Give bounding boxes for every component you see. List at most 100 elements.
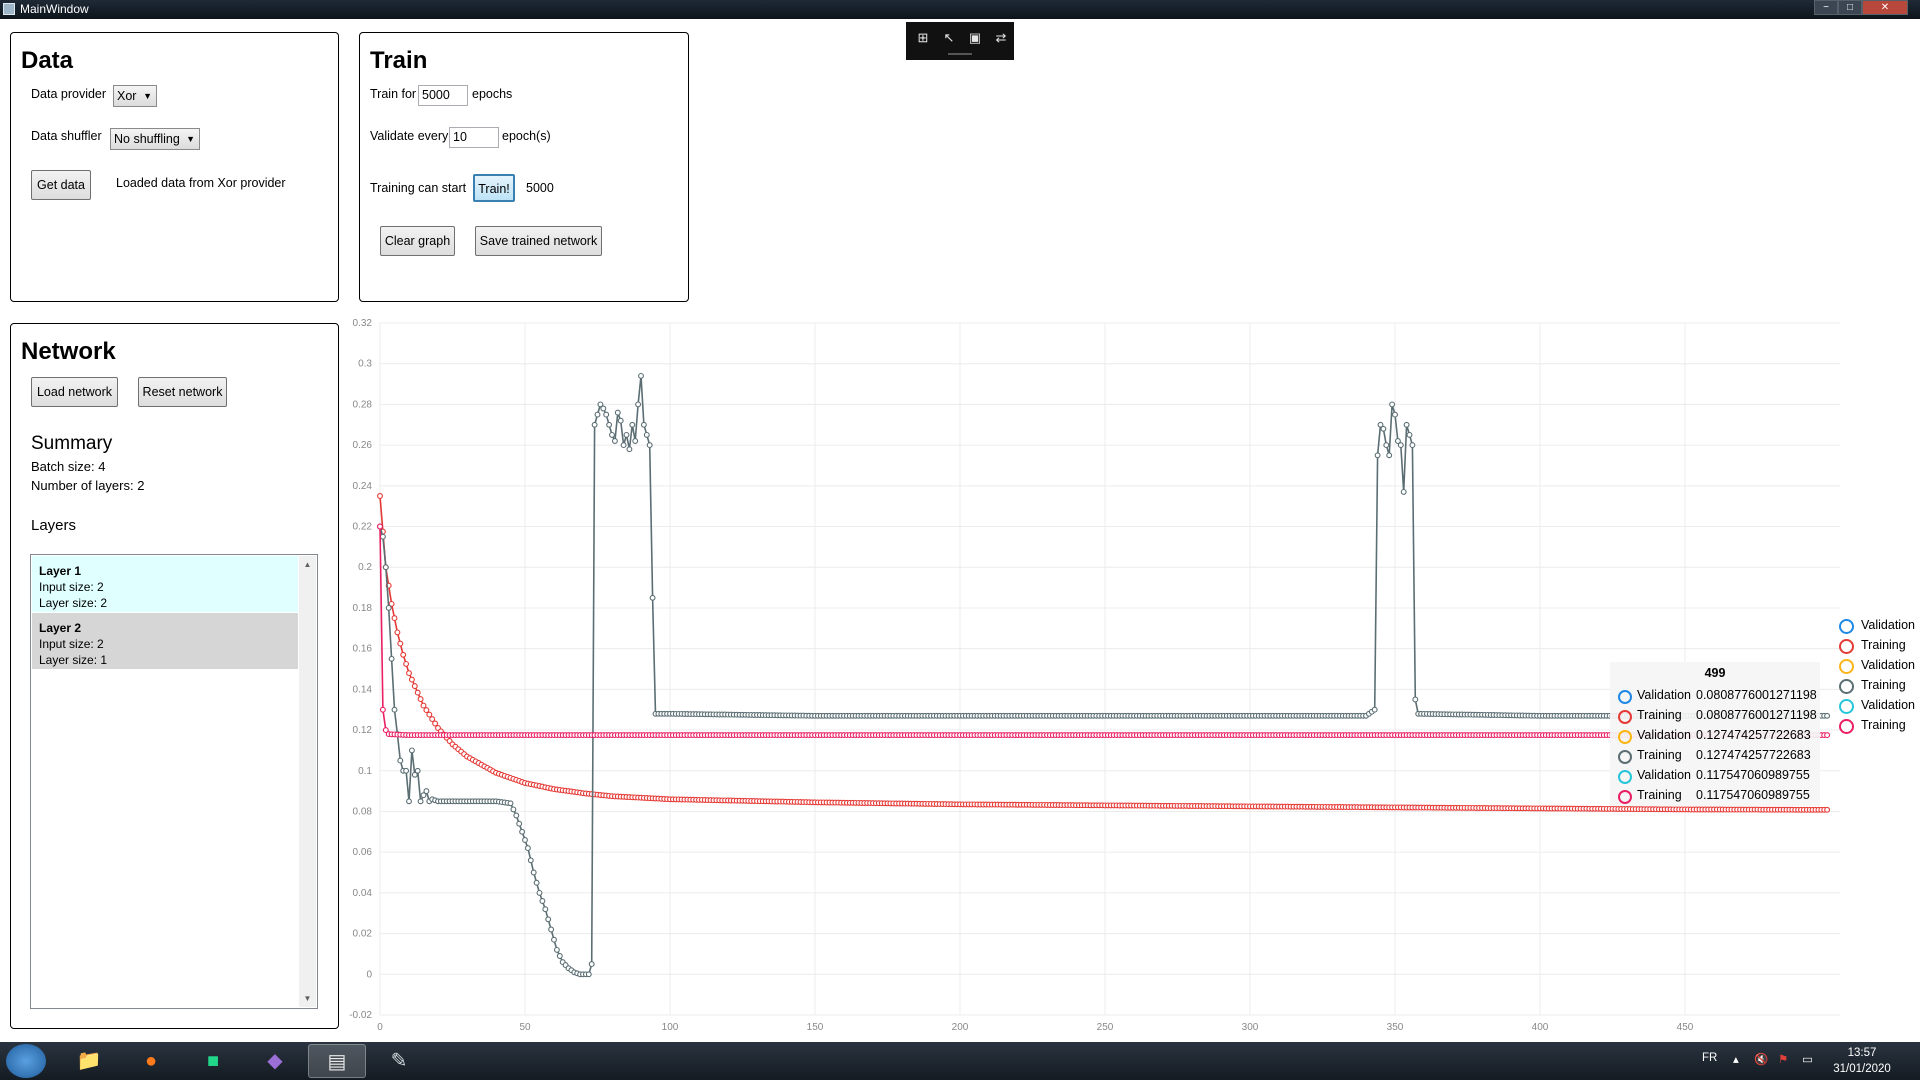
data-panel: Data Data provider Xor ▼ Data shuffler No… xyxy=(10,32,339,302)
train-for-label: Train for xyxy=(370,87,417,101)
taskbar: 📁 ● ■ ◆ ▤ ✎ FR ▴ 🔇 ⚑ ▭ 13:57 31/01/2020 xyxy=(0,1042,1920,1080)
tooltip-series-value: 0.117547060989755 xyxy=(1696,788,1810,802)
get-data-button[interactable]: Get data xyxy=(31,170,91,200)
legend-label: Training xyxy=(1861,678,1906,692)
data-point xyxy=(417,798,424,805)
folder-icon[interactable]: 📁 xyxy=(76,1050,102,1072)
legend-label: Validation xyxy=(1861,658,1915,672)
save-trained-network-button[interactable]: Save trained network xyxy=(475,226,602,256)
data-point xyxy=(1824,806,1831,813)
toolbar-grip[interactable] xyxy=(948,53,972,55)
system-clock[interactable]: 13:57 31/01/2020 xyxy=(1822,1045,1902,1077)
data-point xyxy=(397,757,404,764)
data-point xyxy=(638,372,644,379)
data-point xyxy=(1397,442,1404,449)
app-window-icon[interactable]: ▤ xyxy=(308,1044,366,1078)
pycharm-icon[interactable]: ■ xyxy=(206,1050,220,1072)
zoom-fit-icon[interactable]: ▣ xyxy=(968,30,982,45)
data-point xyxy=(519,828,526,835)
data-point xyxy=(513,812,520,819)
legend-label: Validation xyxy=(1861,618,1915,632)
language-indicator[interactable]: FR xyxy=(1702,1052,1718,1064)
scrollbar[interactable]: ▲ ▼ xyxy=(299,556,316,1007)
data-shuffler-select[interactable]: No shuffling ▼ xyxy=(110,128,200,150)
data-point xyxy=(1380,425,1387,432)
data-point xyxy=(403,767,410,774)
reset-network-button[interactable]: Reset network xyxy=(138,377,227,407)
pan-icon[interactable]: ⇄ xyxy=(995,30,1007,45)
legend-marker-icon xyxy=(1839,659,1854,674)
data-point xyxy=(1412,696,1419,703)
data-provider-select[interactable]: Xor ▼ xyxy=(113,85,157,107)
list-item[interactable]: Layer 1 Input size: 2 Layer size: 2 xyxy=(32,556,298,612)
data-point xyxy=(510,806,517,813)
data-point xyxy=(1392,411,1398,418)
legend-marker-icon xyxy=(1839,719,1854,734)
data-point xyxy=(542,906,549,913)
scroll-up-icon[interactable]: ▲ xyxy=(303,560,312,569)
close-button[interactable]: ✕ xyxy=(1862,0,1908,15)
clear-graph-button[interactable]: Clear graph xyxy=(380,226,455,256)
epochs-input[interactable]: 5000 xyxy=(418,85,468,106)
legend-label: Validation xyxy=(1861,698,1915,712)
action-center-icon[interactable]: ⚑ xyxy=(1778,1054,1789,1066)
summary-heading: Summary xyxy=(31,433,113,454)
data-point xyxy=(545,916,552,923)
network-heading: Network xyxy=(21,338,116,365)
start-button[interactable] xyxy=(6,1044,46,1078)
loss-chart[interactable]: -0.02 0 0.02 0.04 0.06 0.08 0.1 0.12 0.14 0.16 0.1… xyxy=(340,315,1920,1042)
data-point xyxy=(397,640,404,647)
volume-muted-icon[interactable]: 🔇 xyxy=(1754,1054,1769,1066)
layers-list[interactable]: Layer 1 Input size: 2 Layer size: 2 Laye… xyxy=(30,554,318,1009)
data-point xyxy=(414,689,421,696)
tooltip-series-value: 0.0808776001271198 xyxy=(1696,708,1817,722)
x-tick-label: 50 xyxy=(519,1022,531,1033)
export-icon[interactable]: ⊞ xyxy=(917,30,929,45)
data-point xyxy=(408,747,415,754)
train-heading: Train xyxy=(370,47,428,74)
firefox-icon[interactable]: ● xyxy=(144,1050,158,1072)
layer-input-size: Input size: 2 xyxy=(39,637,104,651)
x-tick-label: 450 xyxy=(1677,1022,1694,1033)
data-point xyxy=(646,442,653,449)
data-point xyxy=(388,655,395,662)
maximize-button[interactable]: □ xyxy=(1838,0,1862,15)
y-tick-label: 0.14 xyxy=(353,684,373,695)
tooltip-series-value: 0.127474257722683 xyxy=(1696,748,1811,762)
legend-marker-icon xyxy=(1839,619,1854,634)
data-point xyxy=(548,926,555,933)
data-point xyxy=(377,493,383,499)
load-network-button[interactable]: Load network xyxy=(31,377,118,407)
data-point xyxy=(408,676,415,683)
visual-studio-icon[interactable]: ◆ xyxy=(267,1050,283,1072)
layer-title: Layer 2 xyxy=(39,621,82,635)
data-point xyxy=(1383,442,1390,449)
data-point xyxy=(626,446,633,453)
select-icon[interactable]: ↖ xyxy=(943,30,955,45)
validate-every-input[interactable]: 10 xyxy=(449,127,499,148)
data-point xyxy=(609,431,615,438)
data-point xyxy=(507,800,514,807)
y-tick-label: 0.28 xyxy=(353,399,373,410)
scroll-down-icon[interactable]: ▼ xyxy=(303,994,312,1003)
data-point xyxy=(623,431,630,438)
number-of-layers-text: Number of layers: 2 xyxy=(31,478,145,493)
data-shuffler-label: Data shuffler xyxy=(31,129,102,143)
data-point xyxy=(406,670,412,677)
data-point xyxy=(611,438,618,444)
paint-icon[interactable]: ✎ xyxy=(390,1050,408,1072)
y-tick-label: 0.1 xyxy=(358,766,372,777)
legend-label: Training xyxy=(1861,638,1906,652)
data-point xyxy=(617,417,624,424)
data-point xyxy=(411,771,418,778)
minimize-button[interactable]: − xyxy=(1814,0,1838,15)
data-point xyxy=(594,411,601,418)
show-hidden-icons-icon[interactable]: ▴ xyxy=(1733,1054,1739,1066)
data-point xyxy=(632,438,639,444)
list-item[interactable]: Layer 2 Input size: 2 Layer size: 1 xyxy=(32,613,298,669)
network-icon[interactable]: ▭ xyxy=(1802,1054,1813,1066)
data-point xyxy=(391,706,398,713)
data-heading: Data xyxy=(21,47,74,74)
train-button[interactable]: Train! xyxy=(473,174,515,202)
clock-time: 13:57 xyxy=(1847,1047,1877,1059)
